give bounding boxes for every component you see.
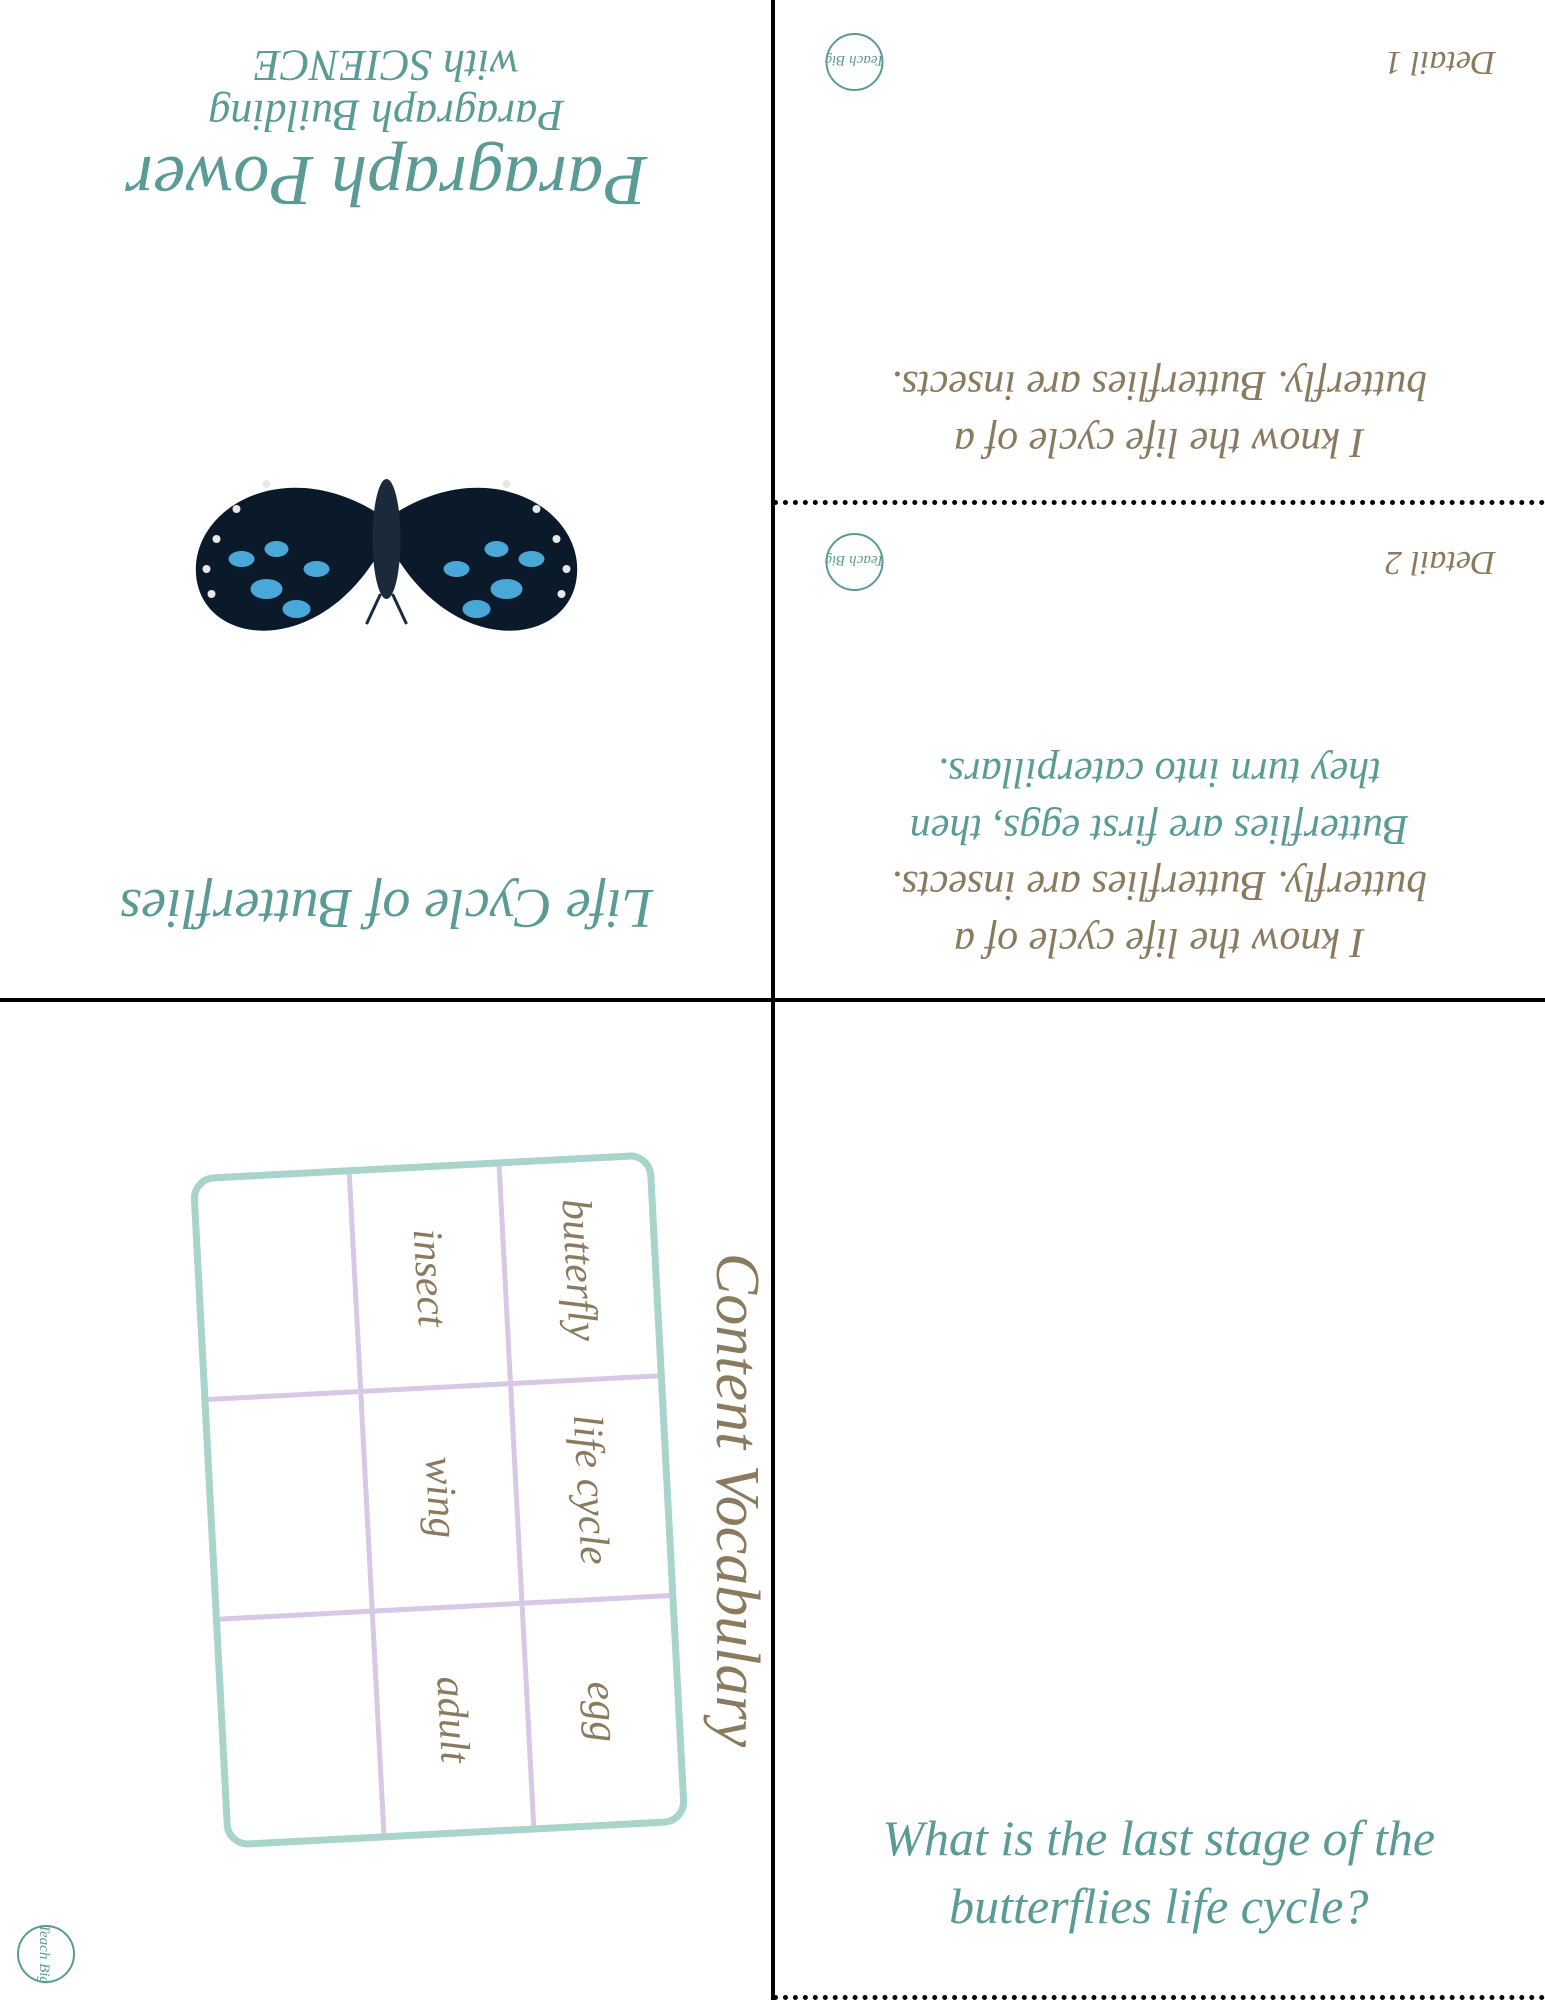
detail-1-text: I know the life cycle of a butterfly. Bu… <box>813 357 1506 470</box>
horizontal-divider <box>0 998 1545 1002</box>
worksheet-page: Life Cycle of Butterflies <box>0 0 1545 2000</box>
vocab-cell: butterfly <box>497 1159 658 1387</box>
vocab-cell: egg <box>520 1598 681 1826</box>
vocab-cell: life cycle <box>508 1378 669 1606</box>
vocab-cell <box>209 1394 370 1622</box>
detail-2-line1: I know the life cycle of a <box>954 919 1365 965</box>
series-block: Paragraph Power Paragraph Building with … <box>125 40 647 222</box>
detail-2-line4: they turn into caterpillars. <box>937 749 1380 795</box>
topic-title: Life Cycle of Butterflies <box>120 876 653 940</box>
question-line2: butterflies life cycle? <box>949 1878 1368 1934</box>
question-panel: What is the last stage of the butterflie… <box>773 1000 1545 2000</box>
detail-2-line3: Butterflies are first eggs, then <box>909 806 1408 852</box>
svg-text:Teach Big: Teach Big <box>824 52 884 68</box>
question-bottom-divider <box>773 1995 1545 2000</box>
svg-text:Teach Big: Teach Big <box>36 1924 52 1984</box>
series-subtitle-2: with SCIENCE <box>125 40 647 91</box>
detail-1-panel: I know the life cycle of a butterfly. Bu… <box>773 0 1545 500</box>
detail-1-line1: I know the life cycle of a <box>954 419 1365 465</box>
detail-1-line2: butterfly. Butterflies are insects. <box>891 362 1427 408</box>
vocab-grid: butterfly life cycle egg insect wing adu… <box>190 1151 689 1848</box>
detail-2-label: Detail 2 <box>1385 543 1495 581</box>
detail-1-label: Detail 1 <box>1385 43 1495 81</box>
vocab-cell: wing <box>359 1386 520 1614</box>
brand-logo-icon: Teach Big <box>823 530 887 594</box>
question-line1: What is the last stage of the <box>882 1810 1435 1866</box>
brand-logo-icon: Teach Big <box>823 30 887 94</box>
detail-2-panel: I know the life cycle of a butterfly. Bu… <box>773 500 1545 1000</box>
detail-2-text: I know the life cycle of a butterfly. Bu… <box>813 743 1506 970</box>
vocab-title: Content Vocabulary <box>701 1253 772 1747</box>
butterfly-image <box>176 419 596 679</box>
series-title: Paragraph Power <box>125 139 647 222</box>
detail-divider <box>773 500 1545 505</box>
vocab-panel: Content Vocabulary butterfly life cycle … <box>0 1000 773 2000</box>
svg-text:Teach Big: Teach Big <box>824 552 884 568</box>
cover-panel: Life Cycle of Butterflies <box>0 0 773 1000</box>
vocab-cell: insect <box>347 1167 508 1395</box>
detail-2-line2: butterfly. Butterflies are insects. <box>891 862 1427 908</box>
series-subtitle-1: Paragraph Building <box>125 91 647 139</box>
vocab-cell <box>197 1174 358 1402</box>
vocab-cell <box>220 1614 381 1842</box>
details-column: I know the life cycle of a butterfly. Bu… <box>773 0 1545 1000</box>
brand-logo-icon: Teach Big <box>14 1922 78 1986</box>
question-text: What is the last stage of the butterflie… <box>813 1805 1506 1940</box>
vocab-cell: adult <box>370 1606 531 1834</box>
